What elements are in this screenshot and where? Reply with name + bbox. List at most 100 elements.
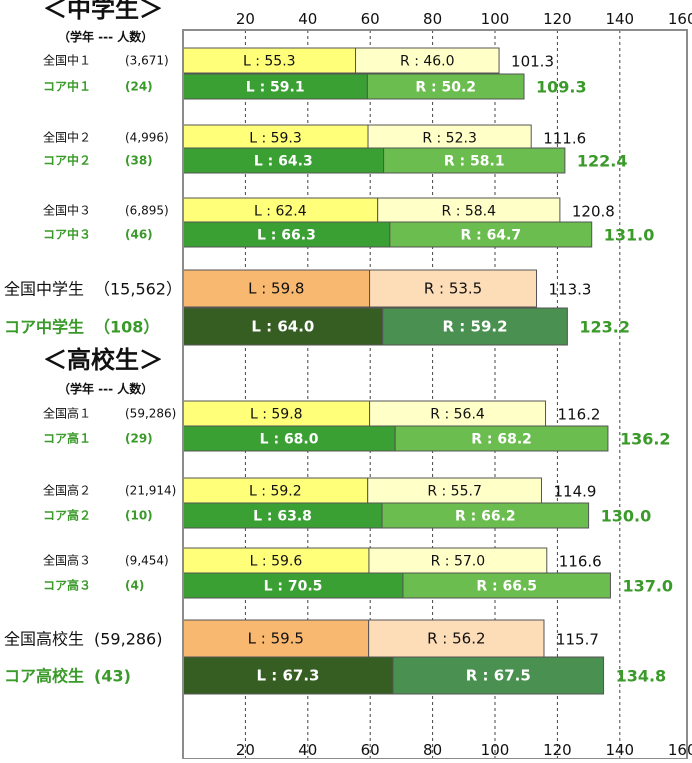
bar-R xyxy=(369,269,537,308)
group-heading: ＜高校生＞ xyxy=(43,346,163,374)
row-label: コア高１ xyxy=(43,431,91,446)
row-count: (38) xyxy=(125,154,153,168)
row-label: コア高３ xyxy=(43,578,91,593)
bar-R-label: R : 52.3 xyxy=(422,131,477,147)
bar-R-label: R : 58.4 xyxy=(442,204,497,220)
bar-R-label: R : 67.5 xyxy=(466,667,531,685)
tick-label-top-120: 120 xyxy=(543,10,572,28)
tick-label-bottom-140: 140 xyxy=(605,741,634,759)
bar-L-label: L : 59.8 xyxy=(250,407,303,423)
row-count: （108） xyxy=(94,318,159,337)
tick-label-top-100: 100 xyxy=(481,10,510,28)
bar-L xyxy=(182,73,368,100)
bar-L-label: L : 62.4 xyxy=(254,204,307,220)
bar-R-label: R : 56.4 xyxy=(430,407,485,423)
bar-R-label: R : 66.2 xyxy=(455,509,516,525)
bar-R xyxy=(369,400,547,427)
row-count: (10) xyxy=(125,509,153,523)
bars: L : 55.3 R : 46.0 101.3 L : 59.1 R : 50.2 109… xyxy=(182,47,673,695)
bar-R-label: R : 68.2 xyxy=(471,432,532,448)
bar-R xyxy=(367,477,542,504)
group-heading: ＜中学生＞ xyxy=(43,0,163,23)
total-label: 123.2 xyxy=(579,318,630,337)
bar-L xyxy=(182,400,371,427)
total-label: 131.0 xyxy=(604,226,655,245)
bar-L-label: L : 64.0 xyxy=(251,318,314,336)
row-count: (6,895) xyxy=(125,204,169,218)
bar-R xyxy=(383,147,566,174)
bar-R xyxy=(394,425,609,452)
bar-R xyxy=(367,124,532,151)
tick-label-top-80: 80 xyxy=(423,10,442,28)
tick-label-bottom-60: 60 xyxy=(361,741,380,759)
bar-L-label: L : 59.5 xyxy=(248,630,304,648)
group-subheading: （学年 --- 人数） xyxy=(58,29,153,44)
bar-L-label: L : 59.1 xyxy=(246,80,305,96)
bar-R xyxy=(402,572,611,599)
row-count: (4) xyxy=(125,579,144,593)
total-label: 137.0 xyxy=(622,577,673,596)
bar-R-label: R : 66.5 xyxy=(476,579,537,595)
tick-label-top-140: 140 xyxy=(605,10,634,28)
tick-label-bottom-20: 20 xyxy=(236,741,255,759)
row-label: 全国高２ xyxy=(43,483,91,498)
bar-L-label: L : 66.3 xyxy=(257,228,316,244)
bar-R-label: R : 53.5 xyxy=(424,280,482,298)
total-label: 116.6 xyxy=(559,553,602,571)
bar-L-label: L : 68.0 xyxy=(260,432,319,448)
bar-L-label: L : 59.6 xyxy=(250,554,303,570)
tick-label-bottom-100: 100 xyxy=(481,741,510,759)
row-label: コア高校生 xyxy=(4,667,84,686)
group-headings: ＜中学生＞ （学年 --- 人数） ＜高校生＞ （学年 --- 人数） xyxy=(43,0,163,396)
bar-L xyxy=(182,477,369,504)
row-label: 全国中２ xyxy=(43,130,91,145)
bar-R-label: R : 56.2 xyxy=(427,630,485,648)
bar-L xyxy=(182,147,385,174)
bar-R xyxy=(355,47,500,74)
bar-R-label: R : 50.2 xyxy=(415,80,476,96)
bar-R xyxy=(392,656,605,695)
bar-R-label: R : 64.7 xyxy=(460,228,521,244)
row-count: (24) xyxy=(125,80,153,94)
row-label: 全国高校生 xyxy=(4,630,84,649)
bar-L-label: L : 59.3 xyxy=(249,131,302,147)
tick-label-top-160: 160 xyxy=(668,10,692,28)
bar-L-label: L : 59.2 xyxy=(249,484,302,500)
row-count: (9,454) xyxy=(125,554,169,568)
row-count: (21,914) xyxy=(125,484,176,498)
bar-L-label: L : 55.3 xyxy=(243,54,296,70)
axis-ticks: 20 20 40 40 60 60 80 80 100 100 120 120 140 140 160 160 xyxy=(236,10,692,759)
total-label: 122.4 xyxy=(577,152,628,171)
total-label: 111.6 xyxy=(543,130,586,148)
row-label: 全国中学生 xyxy=(4,280,84,299)
total-label: 109.3 xyxy=(536,78,587,97)
row-label: 全国中１ xyxy=(43,53,91,68)
bar-R xyxy=(382,307,568,346)
total-label: 115.7 xyxy=(556,631,599,649)
row-label: 全国中３ xyxy=(43,203,91,218)
bar-R-label: R : 59.2 xyxy=(443,318,508,336)
total-label: 116.2 xyxy=(558,406,601,424)
total-label: 113.3 xyxy=(548,281,591,299)
tick-label-bottom-120: 120 xyxy=(543,741,572,759)
bar-L-label: L : 67.3 xyxy=(256,667,319,685)
bar-L xyxy=(182,619,370,658)
tick-label-bottom-80: 80 xyxy=(423,741,442,759)
total-label: 130.0 xyxy=(601,507,652,526)
total-label: 114.9 xyxy=(553,483,596,501)
bar-L-label: L : 59.8 xyxy=(248,280,304,298)
bar-L-label: L : 70.5 xyxy=(264,579,323,595)
tick-label-top-20: 20 xyxy=(236,10,255,28)
row-label: コア中１ xyxy=(43,79,91,94)
row-label: コア中２ xyxy=(43,153,91,168)
row-label: コア中学生 xyxy=(4,318,84,337)
tick-label-bottom-160: 160 xyxy=(668,741,692,759)
row-count: （15,562） xyxy=(94,280,182,299)
bar-R-label: R : 55.7 xyxy=(427,484,482,500)
total-label: 101.3 xyxy=(511,53,554,71)
tick-label-bottom-40: 40 xyxy=(298,741,317,759)
bar-L xyxy=(182,221,391,248)
row-count: (29) xyxy=(125,432,153,446)
total-label: 134.8 xyxy=(616,667,667,686)
